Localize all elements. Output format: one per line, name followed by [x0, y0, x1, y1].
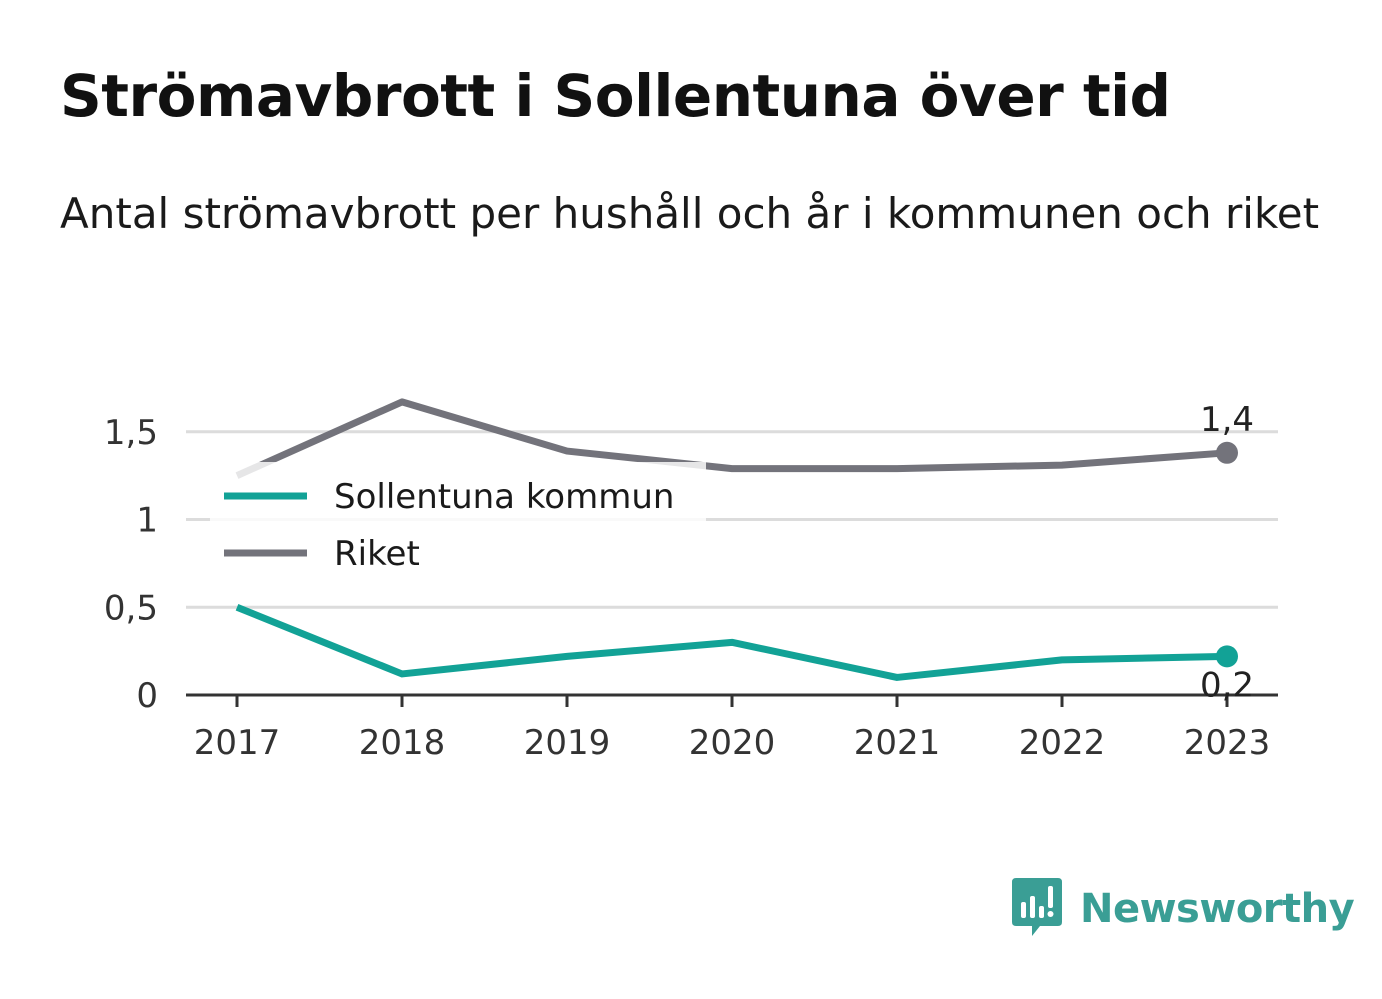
series-layer: [235, 398, 1238, 681]
chart-subtitle: Antal strömavbrott per hushåll och år i …: [60, 189, 1320, 238]
legend-background: [210, 462, 706, 586]
x-tick-label: 2021: [854, 723, 941, 763]
data-label: 1,4: [1200, 400, 1254, 440]
y-tick-label: 0,5: [104, 588, 158, 628]
x-tick-label: 2019: [524, 723, 611, 763]
data-label: 0,2: [1200, 665, 1254, 705]
chart-title: Strömavbrott i Sollentuna över tid: [60, 62, 1171, 130]
y-tick-label: 1: [136, 501, 158, 541]
legend-label: Sollentuna kommun: [334, 477, 674, 517]
x-tick-label: 2023: [1184, 723, 1271, 763]
series-line: [235, 398, 1228, 479]
x-tick-label: 2017: [194, 723, 281, 763]
newsworthy-logo: Newsworthy: [1010, 878, 1355, 940]
brand-name: Newsworthy: [1080, 886, 1355, 932]
x-tick-label: 2020: [689, 723, 776, 763]
grid-layer: [186, 430, 1278, 707]
newsworthy-icon: [1012, 878, 1062, 936]
x-tick-label: 2018: [359, 723, 446, 763]
legend-label: Riket: [334, 534, 420, 574]
end-point-marker: [1216, 441, 1238, 464]
y-tick-label: 0: [136, 676, 158, 716]
labels-layer: 0 0,5 1 1,5 2017 2018 2019 2020 2021 2022 2023 0,2 1…: [104, 400, 1270, 763]
series-line: [235, 604, 1228, 681]
legend: Sollentuna kommun Riket: [210, 462, 706, 586]
y-tick-label: 1,5: [104, 413, 158, 453]
end-point-marker: [1216, 645, 1238, 668]
x-tick-label: 2022: [1019, 723, 1106, 763]
